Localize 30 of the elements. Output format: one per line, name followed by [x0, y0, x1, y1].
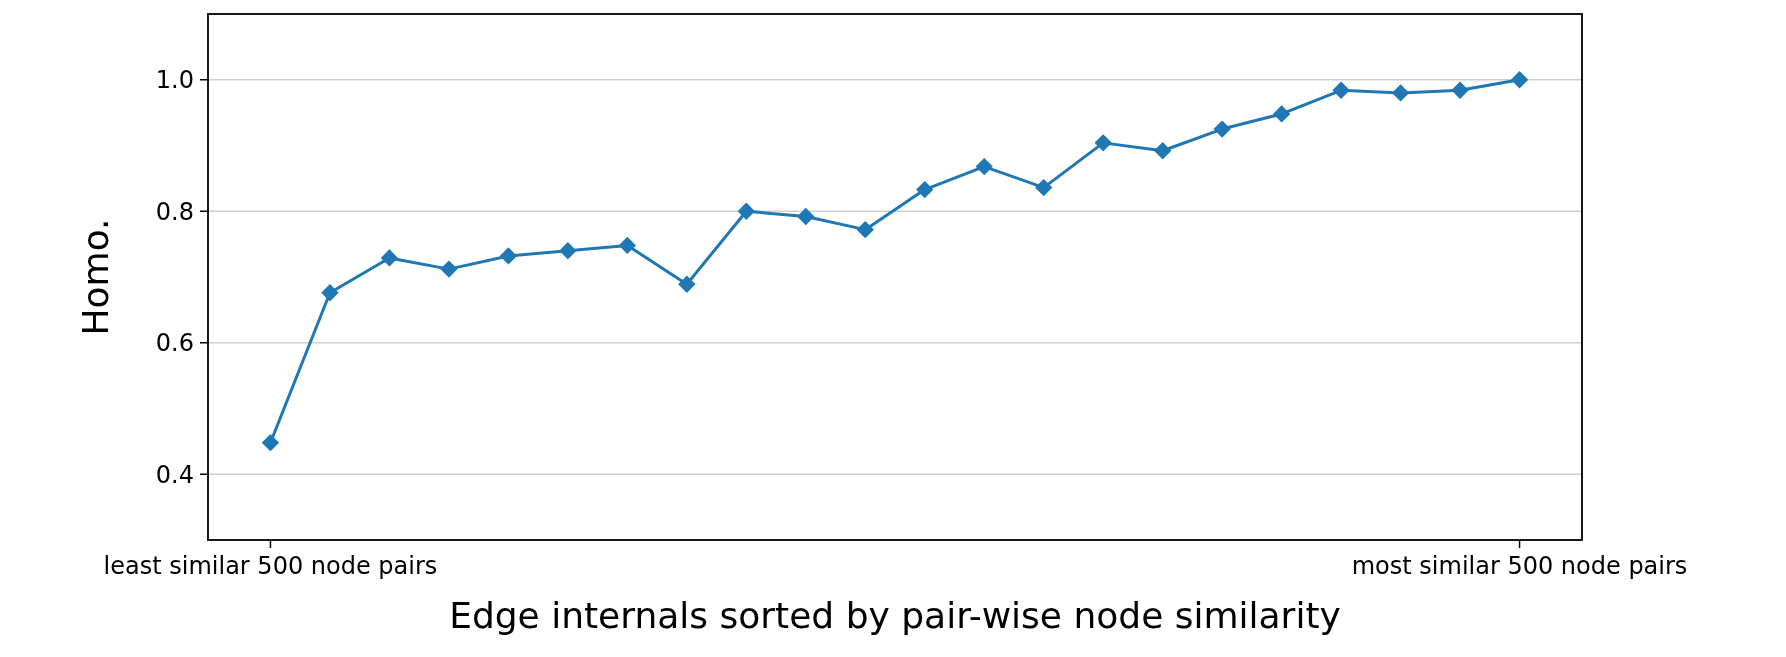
point — [261, 434, 280, 452]
point — [440, 260, 458, 278]
y-tick-label: 0.8 — [155, 197, 194, 226]
point — [499, 247, 518, 265]
point — [916, 180, 934, 199]
point — [737, 202, 755, 220]
point — [975, 157, 993, 176]
point — [678, 275, 696, 293]
point — [1213, 120, 1231, 138]
x-tick-label: least similar 500 node pairs — [103, 552, 438, 580]
y-tick-label: 1.0 — [155, 66, 194, 95]
point — [1391, 84, 1410, 102]
x-axis-title: Edge internals sorted by pair-wise node similarity — [449, 595, 1341, 636]
point — [1332, 81, 1350, 99]
point — [1510, 71, 1529, 89]
point — [1451, 81, 1469, 99]
point — [1272, 105, 1291, 123]
y-axis-title: Homo. — [75, 218, 116, 336]
point — [618, 236, 636, 255]
point — [321, 284, 339, 302]
y-tick-label: 0.4 — [155, 460, 194, 489]
point — [797, 207, 815, 226]
point — [1154, 142, 1172, 160]
x-tick-label: most similar 500 node pairs — [1351, 552, 1688, 580]
point — [856, 221, 874, 239]
point — [559, 242, 577, 260]
point — [1094, 134, 1112, 152]
y-tick-label: 0.6 — [155, 329, 194, 358]
point — [1035, 178, 1053, 197]
point — [380, 249, 399, 267]
